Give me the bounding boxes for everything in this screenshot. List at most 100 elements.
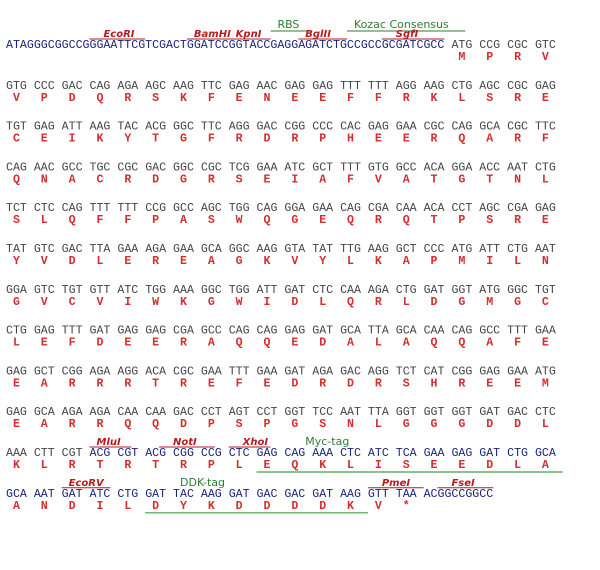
codon: TGC [90,161,111,174]
amino-acid: L [41,214,48,227]
amino-acid: A [319,173,326,186]
amino-acid: E [375,133,382,146]
site-label: EcoRI [103,29,134,40]
amino-acid: F [347,173,354,186]
codon: GCA [201,243,222,256]
codon: AAA [173,284,194,297]
amino-acid: A [542,459,549,472]
amino-acid: L [375,418,382,431]
codon: GAC [507,406,528,419]
amino-acid: R [124,377,131,390]
codon: GAT [479,447,500,460]
amino-acid: S [486,214,493,227]
amino-acid: E [319,214,326,227]
amino-acid: E [264,377,271,390]
amino-acid: R [180,459,187,472]
codon: CGC [507,80,528,93]
codon: ATC [117,284,138,297]
codon: AGA [368,284,389,297]
amino-acid: V [41,255,48,268]
codon: AGC [201,202,222,215]
amino-acid: L [236,459,243,472]
amino-acid: N [347,418,354,431]
codon: GTC [34,243,55,256]
codon: CTC [312,284,333,297]
amino-acid: W [236,296,243,309]
site-label: FseI [451,478,475,489]
codon: GCA [34,406,55,419]
amino-acid: R [124,173,131,186]
site-label: XhoI [242,437,269,448]
amino-acid: T [152,377,159,390]
codon: CAT [424,365,445,378]
codon: GCT [396,243,417,256]
amino-acid: A [180,214,187,227]
codon: GAA [117,243,138,256]
codon: GAG [479,365,500,378]
codon: CAG [284,447,305,460]
codon: AGG [229,121,250,134]
codon: CTG [117,488,138,501]
amino-acid: G [514,296,521,309]
amino-acid: P [41,92,48,105]
codon: ACA [145,365,166,378]
codon: CGA [507,202,528,215]
codon: GGT [451,406,472,419]
codon: GGA [6,284,27,297]
amino-acid: K [431,92,438,105]
codon: GGT [424,406,445,419]
codon: CGC [424,121,445,134]
amino-acid: Q [347,296,354,309]
codon: GTC [34,284,55,297]
amino-acid: R [514,51,521,64]
codon: TGT [6,121,27,134]
codon: CTT [34,447,55,460]
amino-acid: A [41,418,48,431]
codon: TGG [229,284,250,297]
codon: GAT [479,406,500,419]
amino-acid: I [291,173,298,186]
codon: ACA [424,202,445,215]
codon: CAG [451,325,472,338]
codon: TAA [396,488,417,501]
codon: ATG [451,243,472,256]
amino-acid: L [542,173,549,186]
amino-acid: V [291,255,298,268]
amino-acid: D [96,337,103,350]
amino-acid: E [458,459,465,472]
amino-acid: R [152,255,159,268]
codon: AAG [201,488,222,501]
codon: AAT [535,243,556,256]
amino-acid: * [403,500,410,513]
amino-acid: Q [69,214,76,227]
codon: TGT [62,284,83,297]
amino-acid: Q [13,173,20,186]
amino-acid: L [514,255,521,268]
codon: CAG [229,325,250,338]
amino-acid: I [375,459,382,472]
codon: ATT [257,284,278,297]
codon: CCG [201,447,222,460]
codon: TTA [368,406,389,419]
site-label: MluI [96,437,120,448]
codon: GAT [312,325,333,338]
codon: CTG [396,284,417,297]
codon: AGA [62,406,83,419]
codon: AAA [312,447,333,460]
amino-acid: K [96,133,103,146]
amino-acid: V [375,173,382,186]
amino-acid: S [486,92,493,105]
codon: GAA [507,365,528,378]
sequence: ATAGGGCGGCCGGGAATTCGTCGACTGGATCCGGTACCGA… [6,39,444,52]
amino-acid: N [542,255,549,268]
amino-acid: Q [96,92,103,105]
codon: GAG [229,80,250,93]
codon: GGT [396,406,417,419]
codon: AGA [312,365,333,378]
amino-acid: K [180,296,187,309]
amino-acid: L [13,337,20,350]
amino-acid: R [69,418,76,431]
amino-acid: G [180,173,187,186]
amino-acid: E [124,255,131,268]
codon: ACG [90,447,111,460]
